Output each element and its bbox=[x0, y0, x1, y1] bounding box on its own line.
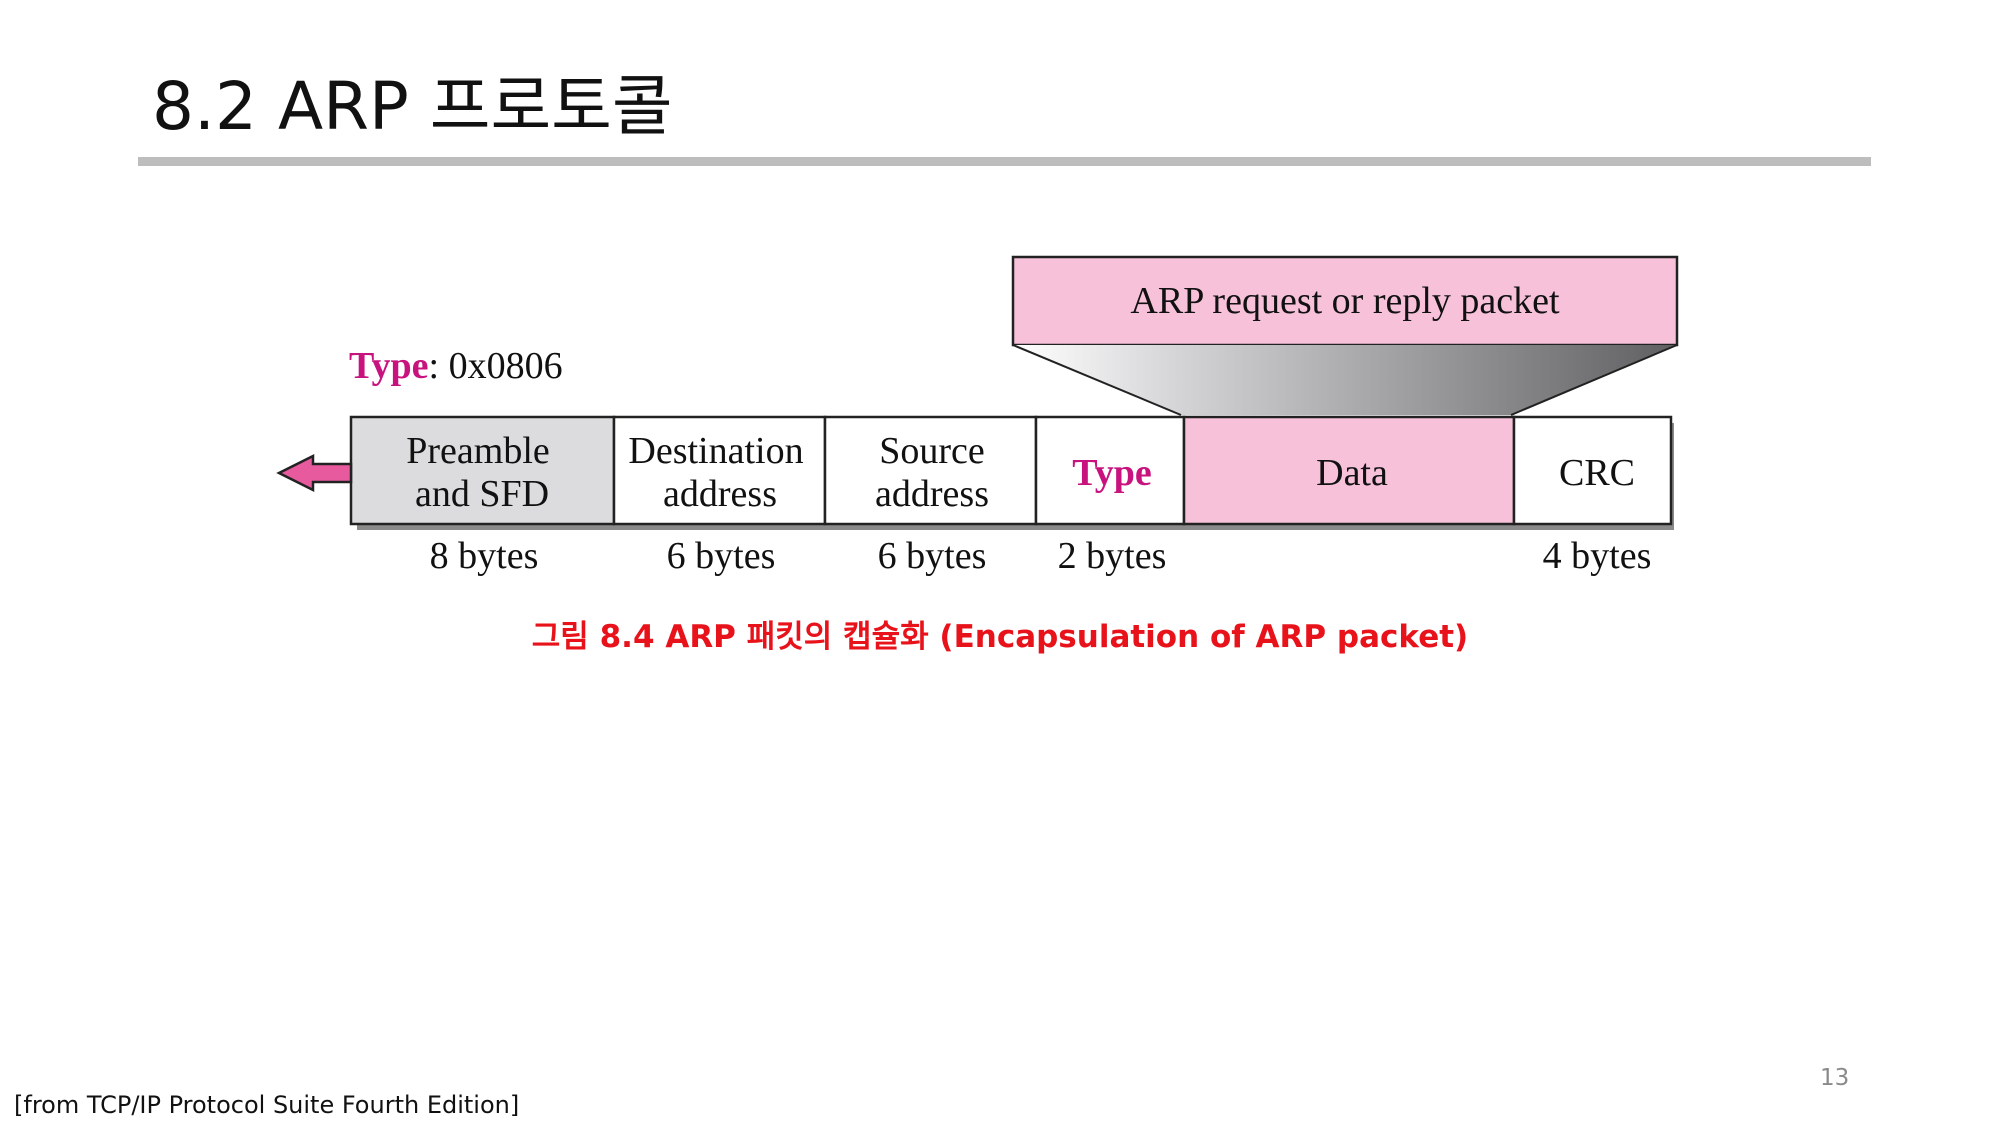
field-type-box bbox=[1034, 415, 1186, 526]
source-note: [from TCP/IP Protocol Suite Fourth Editi… bbox=[14, 1091, 520, 1119]
ethernet-type-label: Type: 0x0806 bbox=[349, 345, 563, 387]
field-destination-line1: Destination bbox=[628, 430, 803, 472]
fan-left-edge bbox=[1012, 344, 1182, 416]
encapsulation-fan bbox=[1013, 345, 1677, 415]
field-preamble-line2: and SFD bbox=[415, 473, 549, 515]
title-divider bbox=[138, 157, 1871, 166]
field-crc-box bbox=[1512, 415, 1673, 526]
field-source-line1: Source bbox=[879, 430, 985, 472]
field-destination-box bbox=[612, 415, 827, 526]
page-number: 13 bbox=[1820, 1065, 1850, 1091]
arp-packet-label: ARP request or reply packet bbox=[1130, 280, 1560, 322]
field-preamble-box bbox=[349, 415, 616, 526]
field-source-box bbox=[823, 415, 1038, 526]
field-source-line2: address bbox=[875, 473, 989, 515]
figure-caption: 그림 8.4 ARP 패킷의 캡슐화 (Encapsulation of ARP… bbox=[531, 619, 1469, 655]
field-data-label: Data bbox=[1316, 452, 1388, 494]
field-type-label: Type bbox=[1072, 452, 1152, 494]
field-destination-line2: address bbox=[663, 473, 777, 515]
field-crc-label: CRC bbox=[1559, 452, 1635, 494]
field-destination-size: 6 bytes bbox=[667, 535, 776, 577]
field-crc-size: 4 bytes bbox=[1543, 535, 1652, 577]
fan-right-edge bbox=[1510, 344, 1678, 416]
field-preamble-line1: Preamble bbox=[406, 430, 550, 472]
direction-arrow-icon bbox=[276, 453, 353, 493]
slide-title: 8.2 ARP 프로토콜 bbox=[152, 68, 673, 145]
field-type-size: 2 bytes bbox=[1058, 535, 1167, 577]
ethernet-type-value: : 0x0806 bbox=[429, 345, 563, 387]
field-preamble-size: 8 bytes bbox=[430, 535, 539, 577]
ethernet-type-name: Type bbox=[349, 345, 429, 387]
field-source-size: 6 bytes bbox=[878, 535, 987, 577]
arp-packet-box bbox=[1011, 255, 1679, 347]
